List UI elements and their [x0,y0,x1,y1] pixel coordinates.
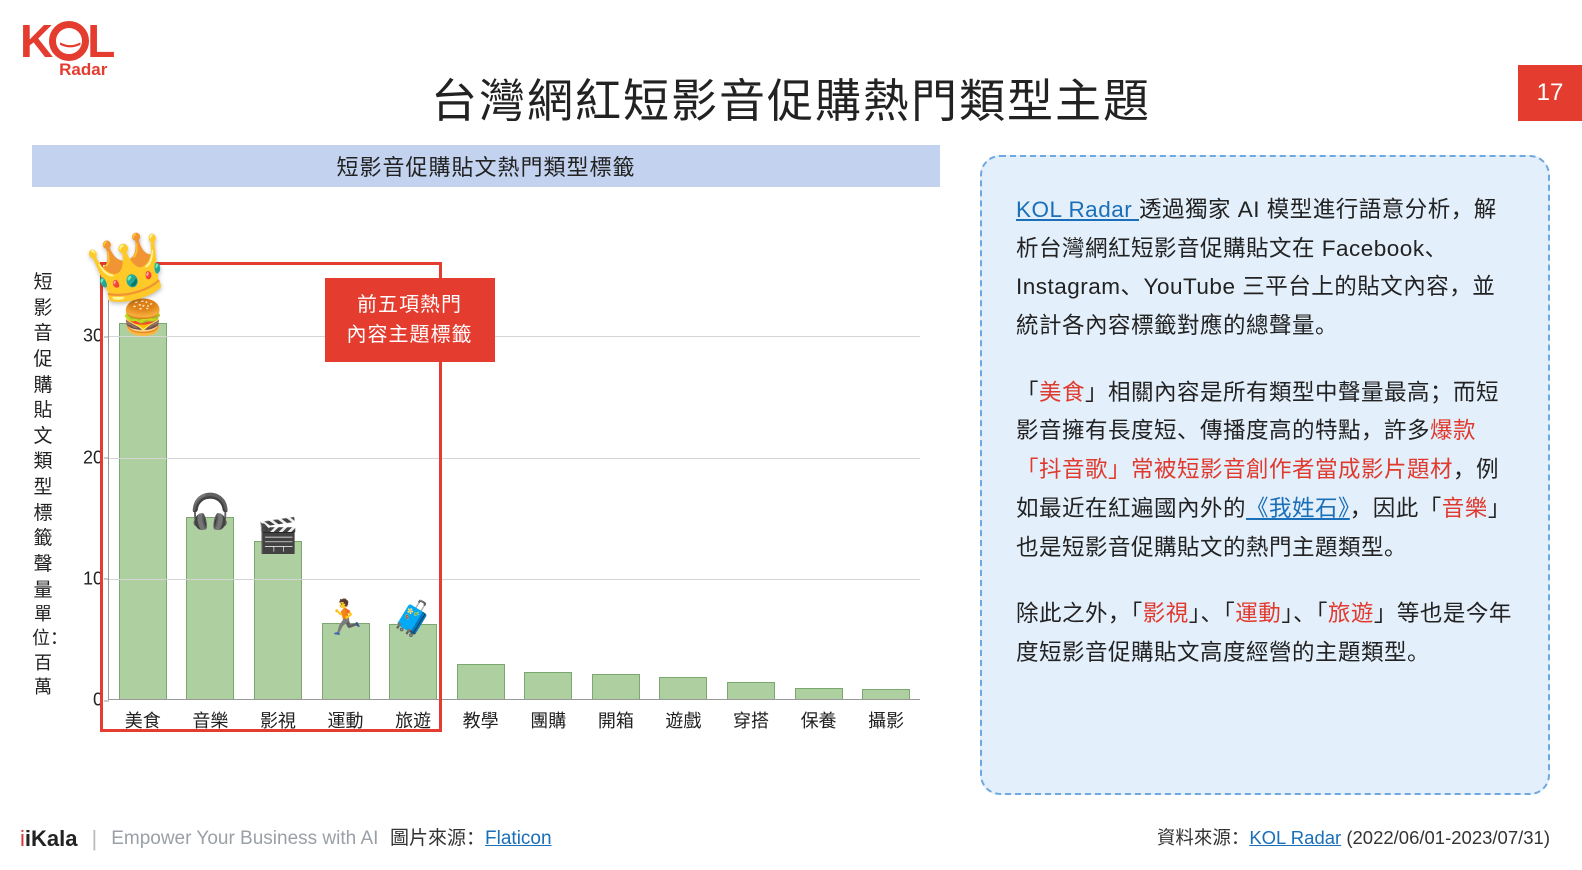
logo-letter-k: K [20,18,51,64]
page-number-badge: 17 [1518,65,1582,121]
kol-radar-source-link[interactable]: KOL Radar [1249,827,1341,848]
bar-column: 遊戲 [650,677,718,699]
y-tick-label: 30 [75,326,103,347]
x-tick-label: 保養 [801,707,837,733]
flaticon-link[interactable]: Flaticon [485,828,552,849]
highlight-sport: 運動 [1235,601,1281,626]
bar [862,689,910,699]
highlight-food: 美食 [1039,380,1085,405]
bar [592,674,640,699]
highlight-film: 影視 [1143,601,1189,626]
info-paragraph-2: 「美食」相關內容是所有類型中聲量最高；而短影音擁有長度短、傳播度高的特點，許多爆… [1016,374,1514,567]
kol-radar-link[interactable]: KOL Radar [1016,197,1139,222]
chart-title: 短影音促購貼文熱門類型標籤 [32,145,940,187]
highlight-music: 音樂 [1442,496,1488,521]
song-link[interactable]: 《我姓石》 [1246,496,1350,521]
y-tick-label: 20 [75,447,103,468]
ikala-logo-text: iiKala [20,826,77,852]
bar [727,682,775,699]
y-axis-label: 短影音促購貼文類型標籤聲量 [32,270,54,603]
image-source: 圖片來源：Flaticon [390,823,552,850]
bar [795,688,843,699]
data-source: 資料來源：KOL Radar (2022/06/01-2023/07/31) [1157,824,1550,850]
y-axis-unit: 單位：百萬 [32,602,54,699]
page-title: 台灣網紅短影音促購熱門類型主題 [0,65,1582,131]
bar [659,677,707,699]
footer-tagline: Empower Your Business with AI [111,828,378,850]
bar-column: 團購 [514,672,582,699]
footer-left: iiKala | Empower Your Business with AI [20,826,378,852]
top5-callout: 前五項熱門內容主題標籤 [325,278,495,362]
bar-column: 保養 [785,688,853,699]
bar-column: 教學 [447,664,515,699]
logo-letter-o-icon [49,21,89,61]
bar-chart: 🍔美食🎧音樂🎬影視🏃運動🧳旅遊教學團購開箱遊戲穿搭保養攝影 0102030 👑 … [90,230,940,740]
x-tick-label: 團購 [530,707,566,733]
bar-column: 開箱 [582,674,650,699]
x-tick-label: 開箱 [598,707,634,733]
bar [524,672,572,699]
info-panel: KOL Radar 透過獨家 AI 模型進行語意分析，解析台灣網紅短影音促購貼文… [980,155,1550,795]
x-tick-label: 穿搭 [733,707,769,733]
bar-column: 攝影 [852,689,920,699]
x-tick-label: 攝影 [868,707,904,733]
footer-separator: | [91,826,97,852]
bar-column: 穿搭 [717,682,785,699]
y-tick-label: 0 [75,690,103,711]
x-tick-label: 遊戲 [665,707,701,733]
logo-letter-l: L [87,18,113,64]
highlight-travel: 旅遊 [1328,601,1374,626]
logo-wordmark: K L [20,18,113,64]
info-paragraph-1: KOL Radar 透過獨家 AI 模型進行語意分析，解析台灣網紅短影音促購貼文… [1016,191,1514,346]
bar [457,664,505,699]
info-paragraph-3: 除此之外，「影視」、「運動」、「旅遊」等也是今年度短影音促購貼文高度經營的主題類… [1016,595,1514,672]
x-tick-label: 教學 [463,707,499,733]
y-tick-label: 10 [75,568,103,589]
